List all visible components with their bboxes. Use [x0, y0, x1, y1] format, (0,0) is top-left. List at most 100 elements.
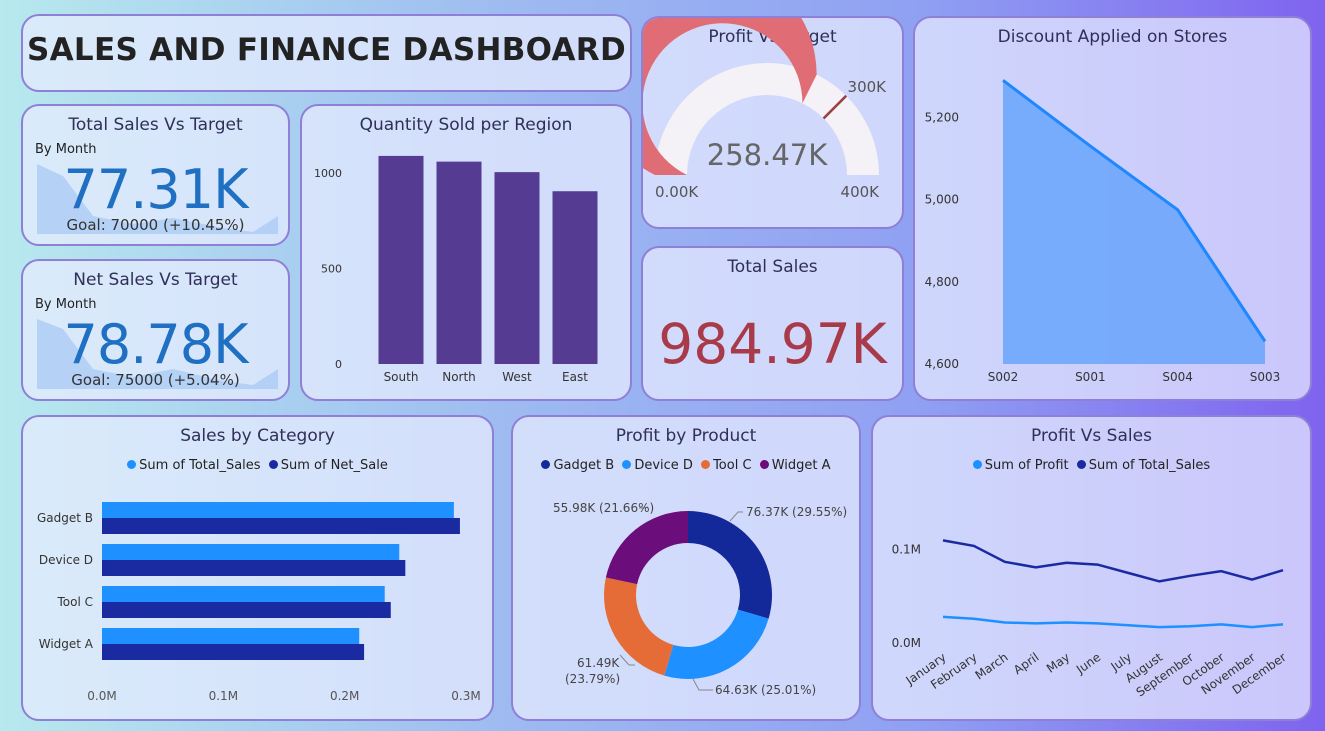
total-sales-title: Total Sales [727, 257, 818, 277]
kpi-total-sales-sparkline [37, 164, 278, 234]
category-legend: Sum of Total_Sales Sum of Net_Sale [23, 458, 492, 473]
donut-slice [664, 609, 769, 679]
donut-legend: Gadget B Device D Tool C Widget A [513, 458, 859, 473]
legend-item-device-d[interactable]: Device D [622, 458, 693, 473]
region-chart-title: Quantity Sold per Region [359, 115, 573, 135]
discount-chart-card[interactable]: Discount Applied on Stores 4,600 4,800 5,0… [913, 16, 1312, 401]
legend-item-net-sale[interactable]: Sum of Net_Sale [268, 458, 388, 473]
donut-chart-card[interactable]: Profit by Product Gadget B Device D Tool… [511, 415, 861, 721]
region-ytick-label: 500 [321, 263, 342, 276]
dashboard-title: SALES AND FINANCE DASHBOARD [27, 32, 626, 68]
ps-xtick-label: March [973, 650, 1011, 682]
discount-line [1002, 79, 1267, 343]
discount-area-chart: 4,600 4,800 5,000 5,200 S002 S001 S004 S003 [925, 79, 1281, 384]
discount-area [1003, 80, 1265, 365]
profit-sales-title: Profit Vs Sales [1031, 426, 1152, 446]
region-bar [378, 155, 424, 364]
gauge-target-label: 300K [848, 78, 888, 96]
donut-slice [604, 577, 674, 676]
region-chart-card[interactable]: Quantity Sold per Region 0 500 1000 South No… [300, 104, 632, 401]
legend-item-total-sales[interactable]: Sum of Total_Sales [127, 458, 261, 473]
category-ytick-label: Tool C [56, 595, 93, 609]
kpi-net-sales-value: 78.78K [63, 313, 248, 376]
category-xtick-label: 0.1M [209, 689, 238, 703]
discount-chart-title: Discount Applied on Stores [997, 27, 1228, 47]
ps-xtick-label: April [1011, 650, 1042, 677]
donut-leader-line [692, 678, 713, 691]
discount-xtick-label: S003 [1250, 370, 1281, 384]
ps-xtick-label: June [1073, 650, 1103, 677]
donut-slice [605, 511, 688, 585]
discount-ytick-label: 5,000 [925, 193, 959, 207]
category-bar [102, 586, 385, 602]
category-bar [102, 602, 391, 618]
donut-label-tool-c-pct: (23.79%) [565, 672, 620, 686]
kpi-net-sales-subtitle: By Month [35, 297, 97, 312]
profit-donut-chart: 76.37K (29.55%) 64.63K (25.01%) 61.49K (23.… [553, 501, 847, 697]
category-ytick-label: Gadget B [37, 511, 93, 525]
category-xtick-label: 0.2M [330, 689, 359, 703]
kpi-net-sales-card[interactable]: Net Sales Vs Target By Month 78.78K Goal… [21, 259, 290, 401]
region-ytick-label: 1000 [314, 167, 342, 180]
category-ytick-label: Widget A [39, 637, 94, 651]
kpi-total-sales-subtitle: By Month [35, 142, 97, 157]
donut-label-widget-a: 55.98K (21.66%) [553, 501, 654, 515]
profit-sales-legend: Sum of Profit Sum of Total_Sales [873, 458, 1310, 473]
category-xtick-label: 0.0M [87, 689, 116, 703]
profit-sales-card[interactable]: Profit Vs Sales Sum of Profit Sum of Tot… [871, 415, 1312, 721]
region-bar [552, 191, 598, 364]
region-bar [494, 172, 540, 364]
donut-leader-line [619, 654, 635, 666]
donut-label-tool-c: 61.49K [577, 656, 620, 670]
kpi-total-sales-card[interactable]: Total Sales Vs Target By Month 77.31K Go… [21, 104, 290, 246]
kpi-total-sales-goal: Goal: 70000 (+10.45%) [66, 216, 245, 234]
discount-xtick-label: S004 [1162, 370, 1193, 384]
donut-label-gadget-b: 76.37K (29.55%) [746, 505, 847, 519]
discount-ytick-label: 4,600 [925, 357, 959, 371]
region-xtick-label: North [442, 370, 476, 384]
donut-chart-title: Profit by Product [615, 426, 757, 446]
kpi-net-sales-title: Net Sales Vs Target [73, 270, 238, 290]
legend-item-sales[interactable]: Sum of Total_Sales [1076, 458, 1210, 473]
kpi-net-sales-sparkline [37, 319, 278, 389]
kpi-total-sales-title: Total Sales Vs Target [68, 115, 243, 135]
legend-item-tool-c[interactable]: Tool C [701, 458, 752, 473]
ps-ytick-label: 0.1M [892, 543, 921, 557]
total-sales-card[interactable]: Total Sales 984.97K [641, 246, 904, 401]
gauge-max-label: 400K [841, 183, 881, 201]
region-xtick-label: East [562, 370, 588, 384]
legend-item-gadget-b[interactable]: Gadget B [541, 458, 614, 473]
region-ytick-label: 0 [335, 358, 342, 371]
discount-ytick-label: 5,200 [925, 110, 959, 124]
ps-ytick-label: 0.0M [892, 636, 921, 650]
region-bar-chart: 0 500 1000 South North West East [314, 155, 598, 384]
title-card: SALES AND FINANCE DASHBOARD [21, 14, 632, 92]
donut-label-device-d: 64.63K (25.01%) [715, 683, 816, 697]
category-chart-card[interactable]: Sales by Category Sum of Total_Sales Sum… [21, 415, 494, 721]
category-ytick-label: Device D [39, 553, 93, 567]
legend-item-profit[interactable]: Sum of Profit [972, 458, 1069, 473]
region-bar [436, 161, 482, 364]
gauge-value-label: 258.47K [707, 138, 828, 172]
category-bar [102, 502, 454, 518]
legend-item-widget-a[interactable]: Widget A [759, 458, 831, 473]
ps-series-line [942, 615, 1284, 629]
donut-leader-line [639, 506, 649, 509]
category-xtick-label: 0.3M [451, 689, 480, 703]
gauge-min-label: 0.00K [655, 183, 699, 201]
kpi-total-sales-value: 77.31K [63, 158, 248, 221]
ps-series-line [942, 539, 1284, 583]
donut-leader-line [729, 511, 743, 522]
region-xtick-label: West [502, 370, 532, 384]
gauge-target-marker [822, 94, 848, 120]
discount-ytick-label: 4,800 [925, 275, 959, 289]
donut-slice [688, 511, 772, 619]
discount-xtick-label: S002 [988, 370, 1019, 384]
ps-xtick-label: May [1044, 650, 1072, 676]
category-bar [102, 518, 460, 534]
profit-gauge: 258.47K 0.00K 400K 300K [643, 18, 888, 201]
category-bar [102, 544, 400, 560]
category-chart-title: Sales by Category [180, 426, 335, 446]
